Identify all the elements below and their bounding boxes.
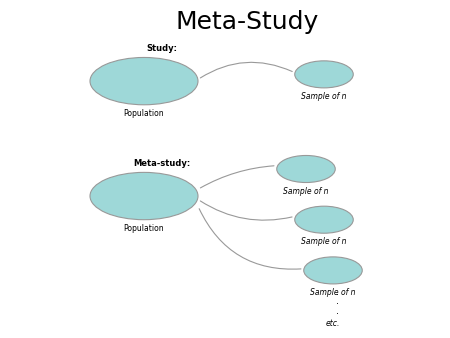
Ellipse shape [277, 155, 335, 183]
Text: Sample of n: Sample of n [301, 237, 347, 246]
Text: etc.: etc. [326, 319, 340, 328]
Ellipse shape [90, 172, 198, 220]
FancyArrowPatch shape [200, 201, 292, 220]
Ellipse shape [295, 61, 353, 88]
Text: Population: Population [124, 224, 164, 233]
Text: Sample of n: Sample of n [310, 288, 356, 297]
Ellipse shape [304, 257, 362, 284]
FancyArrowPatch shape [200, 62, 292, 78]
FancyArrowPatch shape [199, 209, 301, 269]
FancyArrowPatch shape [200, 166, 274, 188]
Text: Sample of n: Sample of n [301, 92, 347, 101]
Text: ·: · [336, 309, 339, 319]
Text: Study:: Study: [147, 44, 177, 53]
Ellipse shape [90, 57, 198, 105]
Text: Meta-study:: Meta-study: [133, 159, 191, 168]
Text: Population: Population [124, 109, 164, 118]
Ellipse shape [295, 206, 353, 233]
Text: Sample of n: Sample of n [283, 187, 329, 196]
Text: ·: · [336, 290, 339, 300]
Text: ·: · [336, 299, 339, 310]
Text: Meta-Study: Meta-Study [176, 10, 319, 34]
